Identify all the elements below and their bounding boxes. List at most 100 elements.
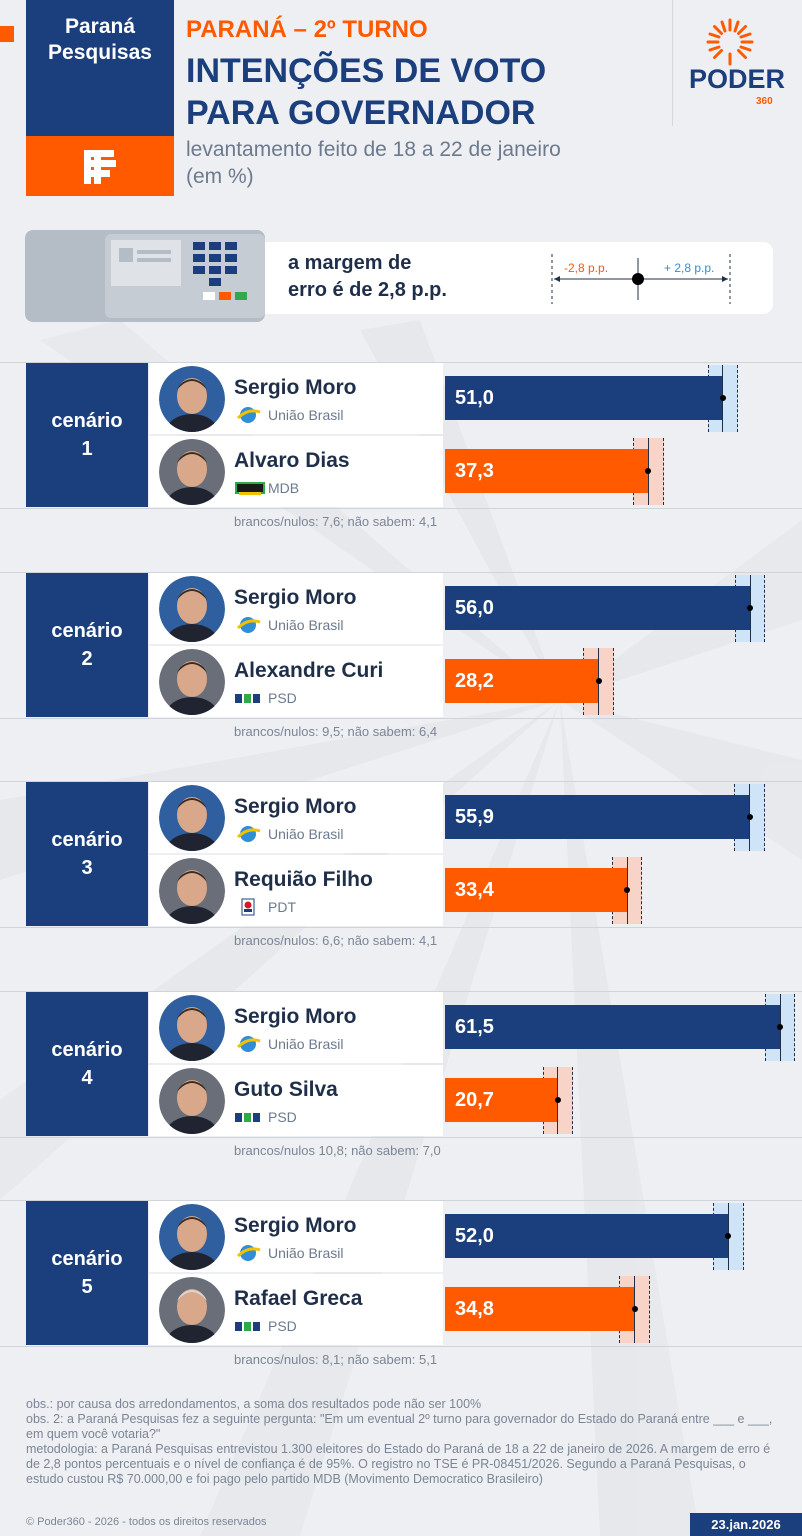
poder-360-mark: 360 <box>756 96 773 107</box>
avatar <box>159 1204 225 1270</box>
scenario-top-rule <box>0 362 802 363</box>
vote-bar: 28,2 <box>445 658 599 703</box>
scenario-label: cenário 2 <box>26 572 148 717</box>
candidate-party: União Brasil <box>268 1035 344 1052</box>
margin-legend-minus: -2,8 p.p. <box>564 261 608 275</box>
vote-value: 56,0 <box>455 596 494 619</box>
scenario-top-rule <box>0 1200 802 1201</box>
vote-value: 52,0 <box>455 1225 494 1247</box>
candidate-party: União Brasil <box>268 616 344 633</box>
scenario-label: cenário 1 <box>26 363 148 507</box>
vote-value: 33,4 <box>455 879 494 901</box>
estimate-dot <box>746 814 753 820</box>
candidate-party: União Brasil <box>268 407 344 423</box>
uniao-brasil-logo-icon <box>236 826 261 842</box>
margin-legend-plus: + 2,8 p.p. <box>664 261 714 275</box>
uniao-brasil-logo-icon <box>236 1035 261 1052</box>
scenario-label-word: cenário <box>51 1038 123 1061</box>
scenario-bottom-rule <box>0 1346 802 1347</box>
poder-wordmark: PODER <box>689 64 786 94</box>
candidate-name: Sergio Moro <box>234 376 357 399</box>
vote-value: 61,5 <box>455 1015 494 1038</box>
margin-legend: -2,8 p.p. + 2,8 p.p. <box>551 254 731 304</box>
estimate-dot <box>747 604 754 611</box>
publication-date: 23.jan.2026 <box>690 1513 802 1536</box>
others-note: brancos/nulos: 9,5; não sabem: 6,4 <box>234 723 438 739</box>
vote-value: 20,7 <box>455 1088 494 1111</box>
avatar <box>159 439 225 505</box>
avatar <box>159 575 225 642</box>
estimate-dot <box>595 677 602 684</box>
vote-bar: 33,4 <box>445 868 628 912</box>
candidate-name: Sergio Moro <box>234 585 357 609</box>
avatar <box>159 648 225 715</box>
candidate-party: União Brasil <box>268 826 344 842</box>
scenario-bottom-rule <box>0 508 802 509</box>
margin-card <box>240 242 773 314</box>
estimate-dot <box>719 395 726 401</box>
footnote-2: obs. 2: a Paraná Pesquisas fez a seguint… <box>26 1412 773 1441</box>
candidate-party: União Brasil <box>268 1245 344 1261</box>
psd-logo-icon <box>235 693 260 703</box>
margin-legend-dot <box>632 273 644 285</box>
scenario-label-word: cenário <box>51 829 123 851</box>
vote-bar: 52,0 <box>445 1214 729 1258</box>
avatar <box>159 858 225 924</box>
logo-line-1: Paraná <box>64 15 136 38</box>
uniao-brasil-logo-icon <box>236 1245 261 1261</box>
copyright: © Poder360 - 2026 - todos os direitos re… <box>26 1516 267 1528</box>
candidate-party: PDT <box>268 899 296 915</box>
scenario-bottom-rule <box>0 717 802 719</box>
subtitle: levantamento feito de 18 a 22 de janeiro… <box>186 136 656 190</box>
footnote-1: obs.: por causa dos arredondamentos, a s… <box>26 1397 482 1411</box>
voting-machine-icon <box>25 230 265 322</box>
scenario-bottom-rule <box>0 927 802 928</box>
vote-value: 28,2 <box>455 669 494 692</box>
margin-legend-arrow-left <box>554 276 560 282</box>
page-title: INTENÇÕES DE VOTO PARA GOVERNADOR <box>186 50 656 134</box>
margin-legend-arrow-right <box>722 276 728 282</box>
vote-bar: 56,0 <box>445 585 751 630</box>
avatar <box>159 994 225 1061</box>
scenario-top-rule <box>0 571 802 573</box>
candidate-party: PSD <box>268 1108 297 1125</box>
scenario-label-number: 5 <box>81 1276 93 1298</box>
avatar <box>159 1067 225 1134</box>
scenario-label-number: 2 <box>81 647 93 670</box>
subtitle-line-2: (em %) <box>186 165 254 188</box>
scenario-label-word: cenário <box>51 619 123 642</box>
accent-bar <box>0 26 14 42</box>
logo-mark-box <box>26 136 174 196</box>
kicker: PARANÁ – 2º TURNO <box>186 16 428 43</box>
candidate-name: Sergio Moro <box>234 1214 357 1237</box>
candidate-name: Alvaro Dias <box>234 449 350 472</box>
estimate-dot <box>777 1023 784 1030</box>
scenario-label-number: 4 <box>81 1066 93 1089</box>
estimate-dot <box>645 468 652 474</box>
scenario-label-word: cenário <box>51 410 123 432</box>
candidate-party: MDB <box>268 480 300 496</box>
vote-value: 55,9 <box>455 806 494 828</box>
avatar <box>159 785 225 851</box>
avatar <box>159 366 225 432</box>
logo-text: Paraná Pesquisas <box>26 14 174 66</box>
p-mark-icon <box>84 150 116 184</box>
scenario-label: cenário 5 <box>26 1201 148 1345</box>
avatar <box>159 1277 225 1343</box>
candidate-name: Alexandre Curi <box>234 658 384 682</box>
candidate-party: PSD <box>268 689 297 706</box>
others-note: brancos/nulos: 7,6; não sabem: 4,1 <box>234 514 438 529</box>
scenario-top-rule <box>0 781 802 782</box>
scenario-label: cenário 3 <box>26 782 148 926</box>
margin-text-line-2: erro é de 2,8 p.p. <box>288 279 447 301</box>
vote-value: 37,3 <box>455 460 494 482</box>
pdt-logo-icon <box>241 898 255 916</box>
candidate-name: Guto Silva <box>234 1077 338 1101</box>
vote-bar: 55,9 <box>445 795 750 839</box>
vote-value: 34,8 <box>455 1298 494 1320</box>
scenario-bottom-rule <box>0 1136 802 1138</box>
scenario-label-number: 1 <box>81 438 93 460</box>
others-note: brancos/nulos: 8,1; não sabem: 5,1 <box>234 1352 438 1367</box>
candidate-party: PSD <box>268 1318 297 1334</box>
estimate-dot <box>631 1306 638 1312</box>
